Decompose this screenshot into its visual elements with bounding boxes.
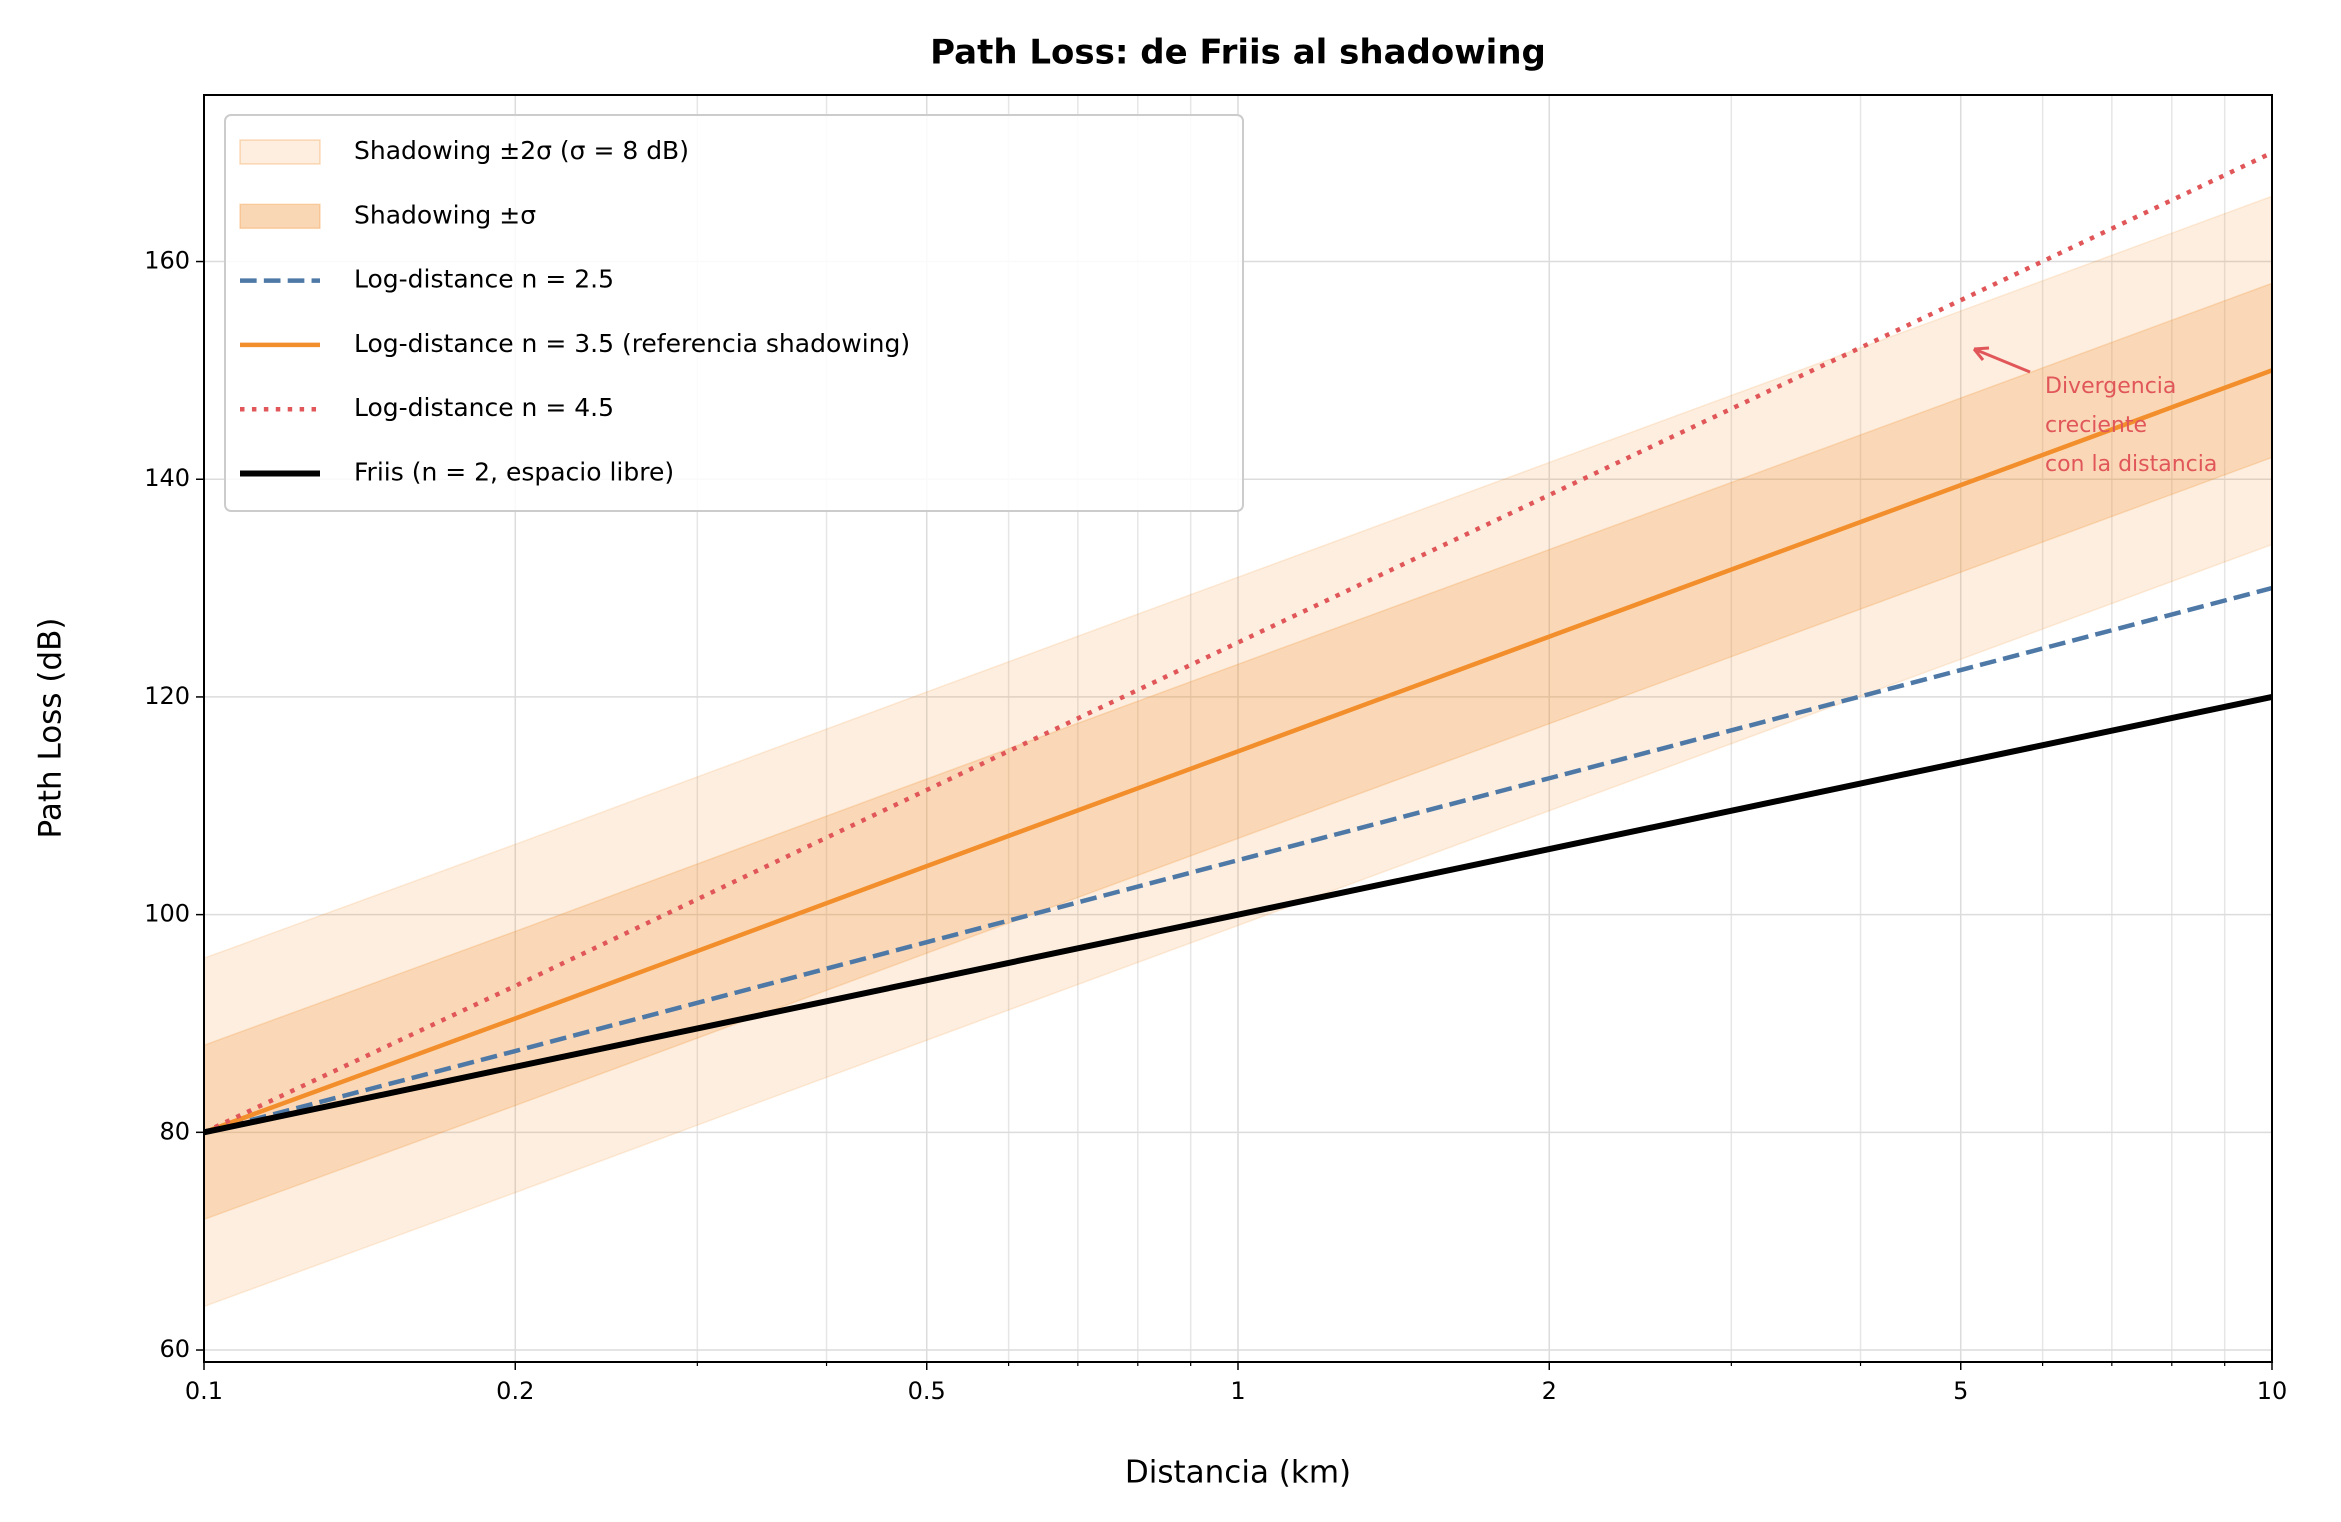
x-tick-label: 0.5	[908, 1377, 946, 1405]
legend-swatch	[239, 203, 321, 230]
x-tick-label: 1	[1230, 1377, 1245, 1405]
legend-label: Log-distance n = 3.5 (referencia shadowi…	[354, 329, 910, 358]
y-tick-label: 140	[144, 464, 190, 492]
annotation-arrow	[1972, 346, 2031, 374]
line	[204, 693, 2272, 1136]
annotation-text: creciente	[2045, 413, 2147, 438]
y-tick-label: 80	[159, 1117, 190, 1145]
chart-title: Path Loss: de Friis al shadowing	[930, 33, 1546, 73]
annotation-text: con la distancia	[2045, 452, 2217, 477]
legend-label: Friis (n = 2, espacio libre)	[354, 458, 674, 487]
line	[204, 368, 2272, 1135]
x-tick-label: 0.1	[185, 1377, 223, 1405]
x-tick-label: 10	[2257, 1377, 2288, 1405]
annotation-text: Divergencia	[2045, 374, 2176, 399]
x-tick-label: 2	[1542, 1377, 1557, 1405]
legend-label: Shadowing ±2σ (σ = 8 dB)	[354, 136, 689, 165]
line	[204, 150, 2272, 1135]
legend-label: Log-distance n = 2.5	[354, 265, 614, 294]
y-tick-label: 100	[144, 900, 190, 928]
legend: Shadowing ±2σ (σ = 8 dB) Shadowing ±σ Log-…	[224, 114, 1244, 512]
legend-label: Shadowing ±σ	[354, 200, 536, 229]
x-tick-label: 0.2	[496, 1377, 534, 1405]
x-tick-label: 5	[1953, 1377, 1968, 1405]
legend-label: Log-distance n = 4.5	[354, 393, 614, 422]
y-tick-label: 160	[144, 247, 190, 275]
legend-swatch	[239, 139, 321, 165]
y-tick-label: 120	[144, 682, 190, 710]
legend-box	[224, 114, 1244, 512]
plot-area	[204, 150, 2272, 1308]
line	[204, 585, 2272, 1135]
y-axis-label: Path Loss (dB)	[33, 618, 69, 839]
y-tick-label: 60	[159, 1335, 190, 1363]
x-axis-label: Distancia (km)	[1125, 1455, 1351, 1491]
